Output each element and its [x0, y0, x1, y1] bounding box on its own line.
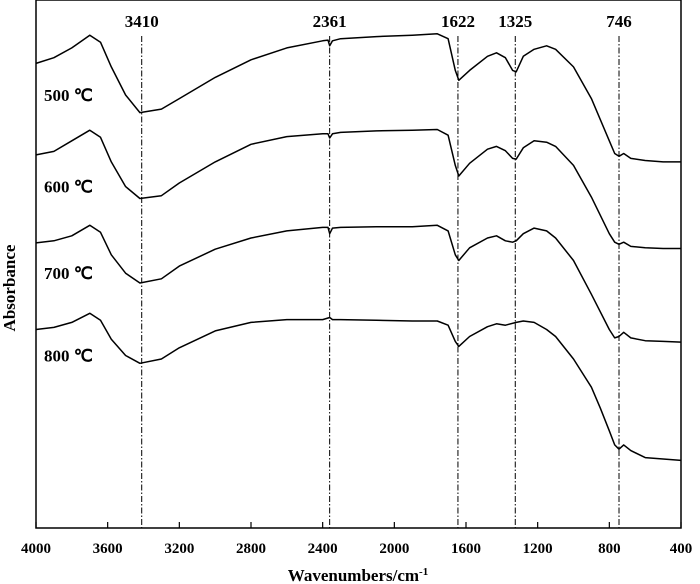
x-tick-label: 2800	[236, 541, 266, 557]
x-tick-label: 400	[670, 541, 693, 557]
series-label: 500 ℃	[44, 86, 93, 105]
peak-label: 1325	[498, 12, 532, 31]
plot-frame	[35, 0, 682, 529]
x-tick-label: 3600	[93, 541, 123, 557]
series-label: 800 ℃	[44, 347, 93, 366]
x-tick-label: 1600	[451, 541, 481, 557]
series-label: 600 ℃	[44, 178, 93, 197]
x-tick-label: 4000	[21, 541, 51, 557]
series-line	[35, 33, 681, 163]
x-tick-label: 1200	[523, 541, 553, 557]
peak-label: 2361	[313, 12, 347, 31]
x-tick-label: 3200	[164, 541, 194, 557]
peak-label: 1622	[441, 12, 475, 31]
x-tick-label: 2400	[308, 541, 338, 557]
series-lines	[35, 33, 682, 462]
peak-label: 3410	[125, 12, 159, 31]
peak-label: 746	[606, 12, 632, 31]
series-line	[35, 312, 682, 462]
y-axis-title: Absorbance	[0, 244, 19, 331]
series-line	[35, 128, 681, 250]
series-label: 700 ℃	[44, 264, 93, 283]
series-labels: 500 ℃ 600 ℃ 700 ℃ 800 ℃	[44, 86, 93, 365]
reference-lines: 3410 2361 1622 1325 746	[125, 12, 632, 528]
x-tick-label: 800	[598, 541, 621, 557]
series-line	[35, 224, 682, 343]
x-axis-title: Wavenumbers/cm-1	[288, 566, 428, 584]
x-tick-label: 2000	[379, 541, 409, 557]
x-axis-ticks: 4000 3600 3200 2800 2400 2000 1600 1200 800 400	[21, 522, 692, 557]
